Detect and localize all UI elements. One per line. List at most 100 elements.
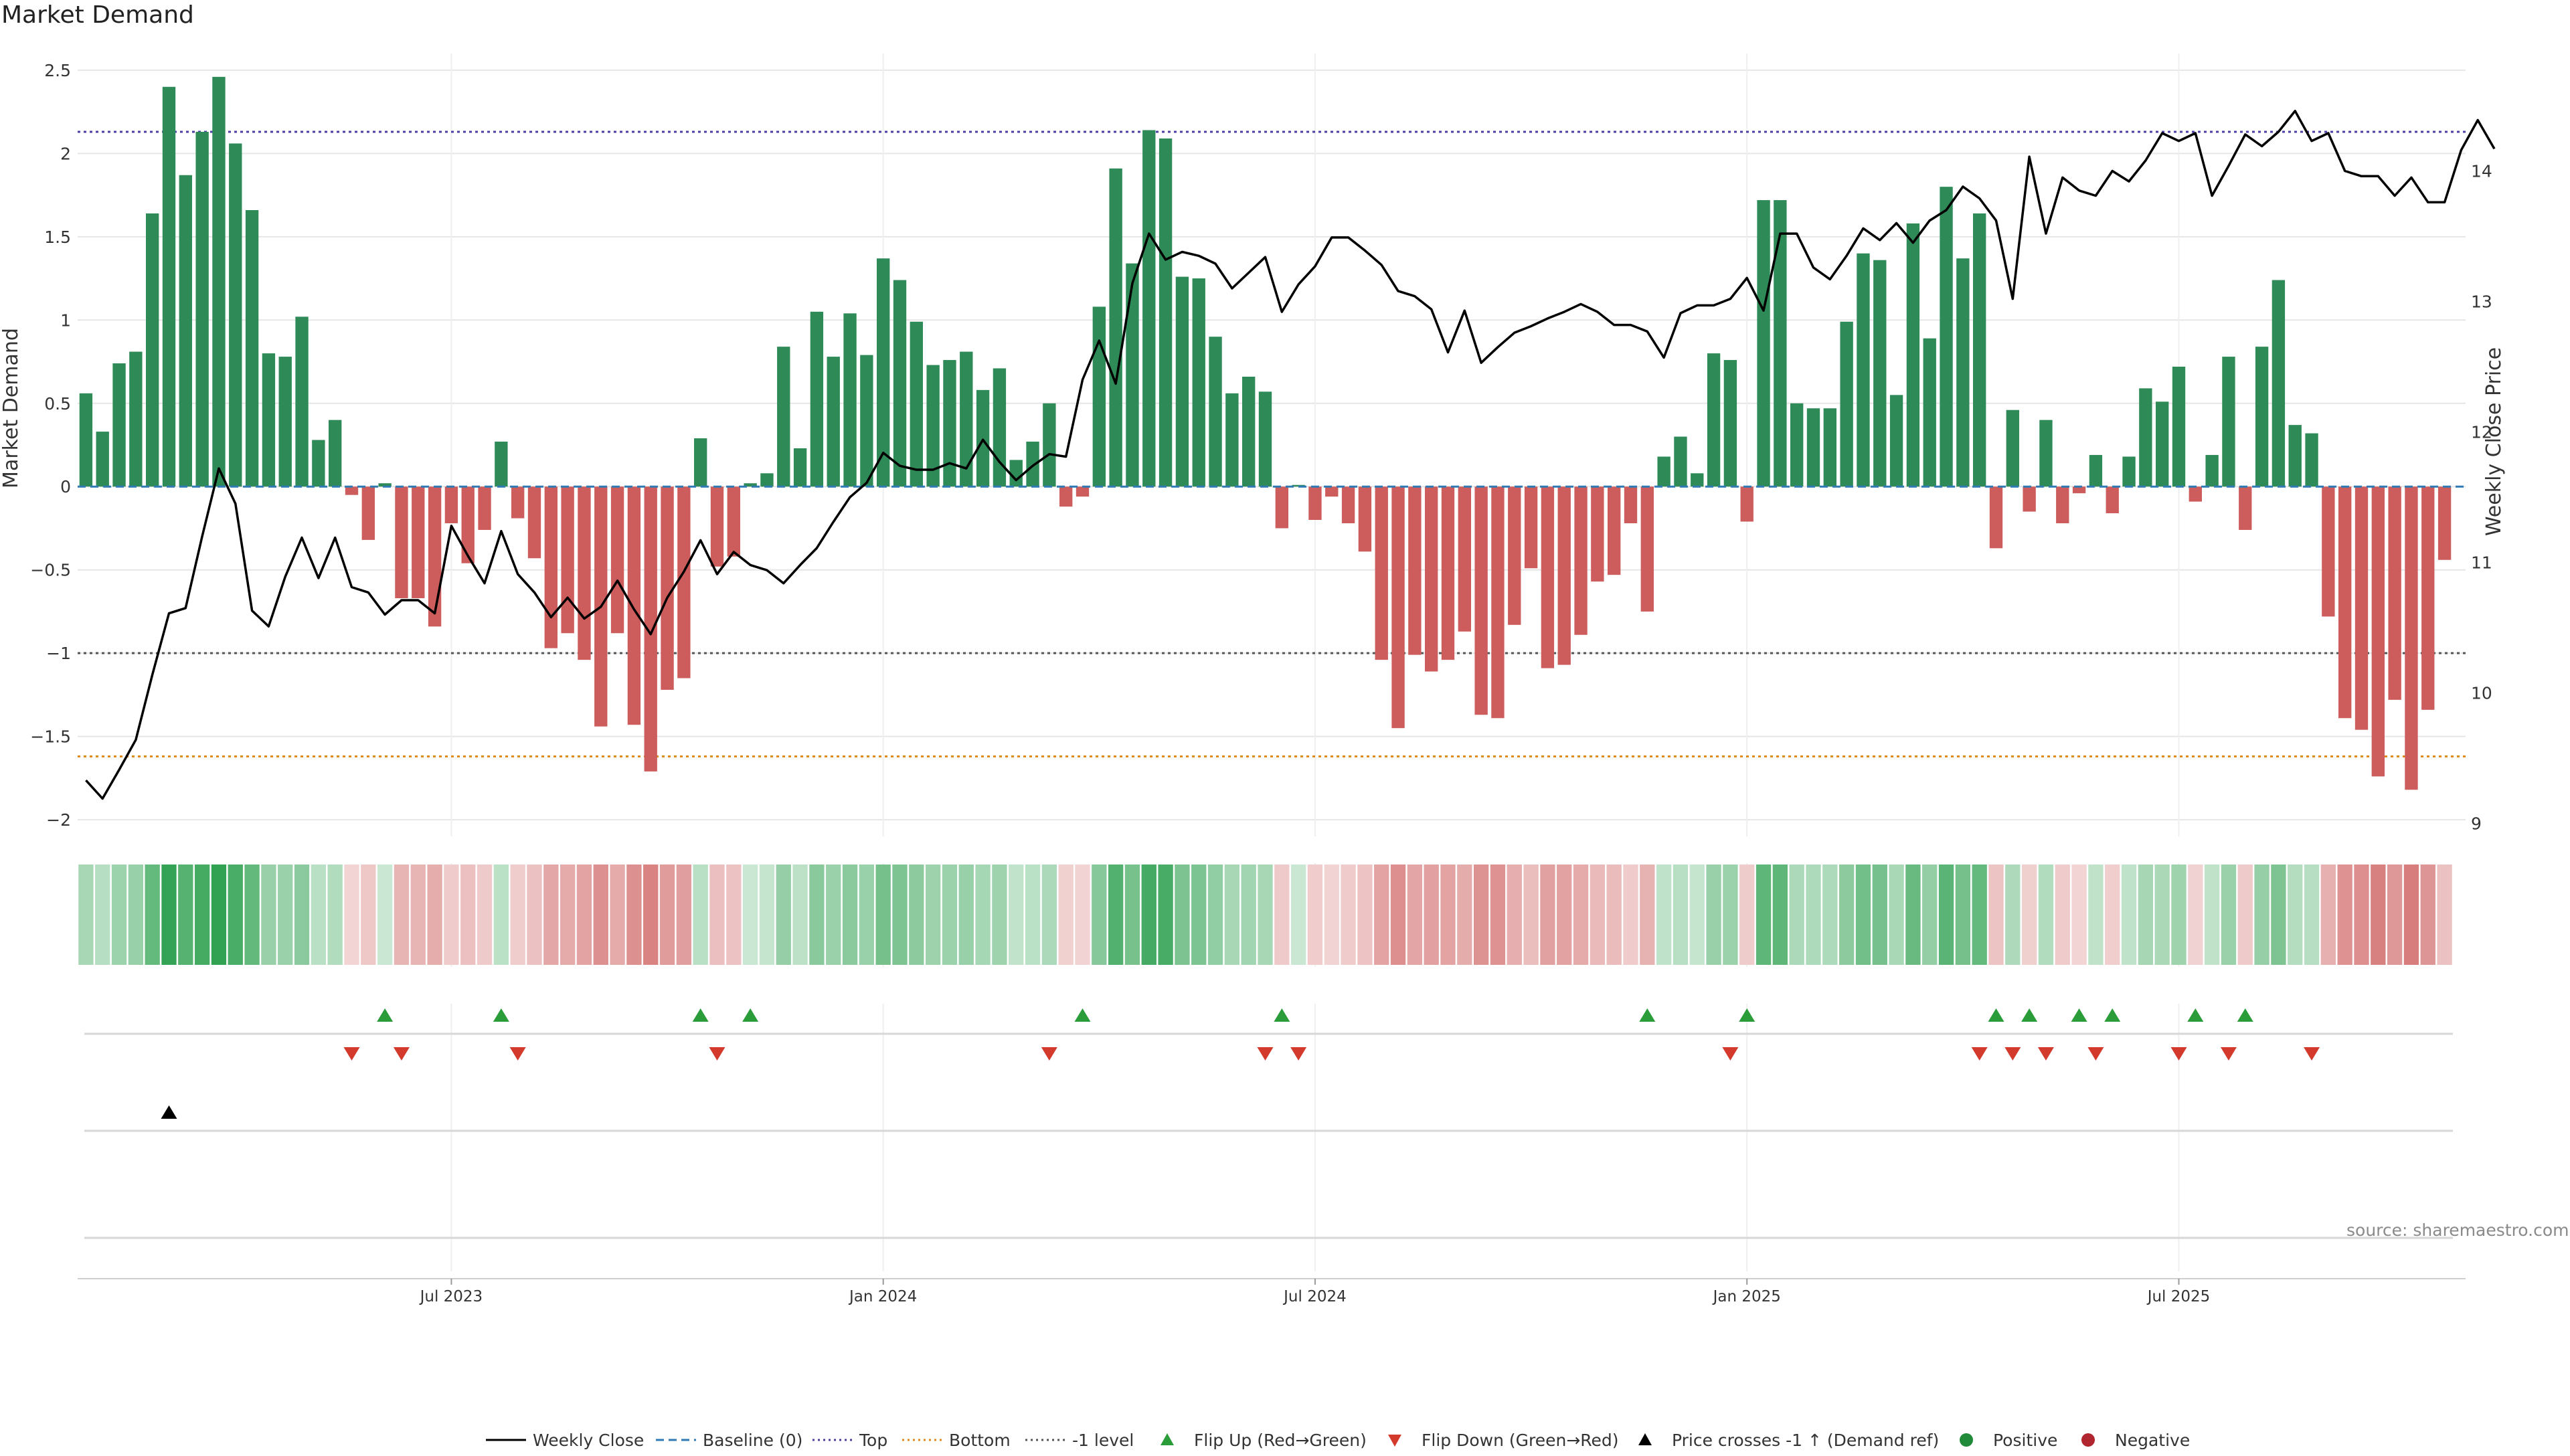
demand-bar — [2421, 486, 2435, 710]
legend-label: Weekly Close — [533, 1430, 645, 1450]
demand-bar — [1524, 486, 1538, 569]
flip-down-marker — [2304, 1047, 2320, 1061]
grid-layer — [78, 54, 2466, 1271]
legend-label: Baseline (0) — [703, 1430, 803, 1450]
demand-bar — [1973, 213, 1986, 487]
heatmap-cell — [2237, 864, 2253, 965]
heatmap-cell — [659, 864, 675, 965]
x-tick-label: Jul 2023 — [419, 1288, 483, 1305]
heatmap-cell — [1009, 864, 1024, 965]
y-tick-label: −2 — [46, 810, 71, 830]
legend-label: Flip Down (Green→Red) — [1422, 1430, 1619, 1450]
heatmap-cell — [78, 864, 94, 965]
demand-bar — [1391, 486, 1405, 729]
demand-bar — [860, 355, 873, 487]
y2-tick-label: 11 — [2471, 553, 2492, 573]
flip-up-marker — [1739, 1008, 1755, 1022]
demand-bar — [893, 280, 907, 487]
heatmap-cell — [1473, 864, 1489, 965]
y-tick-label: 2 — [60, 144, 71, 163]
demand-bar — [1375, 486, 1388, 660]
demand-bar — [1790, 403, 1804, 487]
legend-top: Top — [812, 1424, 887, 1456]
heatmap-cell — [244, 864, 260, 965]
demand-bar — [1889, 395, 1903, 487]
demand-bar — [677, 486, 691, 678]
demand-bar — [2172, 367, 2186, 487]
heatmap-cell — [1523, 864, 1539, 965]
source-credit: source: sharemaestro.com — [2346, 1220, 2569, 1240]
legend-flip-up: Flip Up (Red→Green) — [1147, 1424, 1367, 1456]
heatmap-cell — [693, 864, 708, 965]
heatmap-cell — [859, 864, 875, 965]
heatmap-cell — [410, 864, 426, 965]
demand-bar — [993, 368, 1007, 487]
legend-label: Flip Up (Red→Green) — [1194, 1430, 1367, 1450]
y2-tick-label: 9 — [2471, 814, 2482, 834]
heatmap-cell — [161, 864, 177, 965]
demand-bar — [2072, 486, 2086, 494]
heatmap-cell — [1025, 864, 1041, 965]
demand-bar — [1142, 130, 1156, 487]
heatmap-cell — [1905, 864, 1921, 965]
heatmap-cell — [145, 864, 160, 965]
dot-icon — [1946, 1430, 1986, 1450]
heatmap-cell — [1573, 864, 1589, 965]
y-tick-label: −1 — [46, 644, 71, 663]
heatmap-cell — [1855, 864, 1871, 965]
heatmap-cell — [2371, 864, 2386, 965]
demand-bar — [444, 486, 458, 523]
y2-tick-label: 14 — [2471, 162, 2492, 181]
demand-bar — [2322, 486, 2335, 617]
demand-bar — [1557, 486, 1571, 665]
demand-bar — [1109, 168, 1122, 487]
y-axis-label: Market Demand — [0, 328, 23, 488]
demand-bar — [2338, 486, 2352, 719]
heatmap-cell — [1158, 864, 1173, 965]
legend-line-icon — [486, 1430, 526, 1450]
demand-bar — [1608, 486, 1621, 575]
demand-bar — [1840, 321, 1853, 487]
heatmap-cell — [194, 864, 210, 965]
heatmap-cell — [1424, 864, 1439, 965]
legend-bottom: Bottom — [902, 1424, 1011, 1456]
heatmap-cell — [2154, 864, 2170, 965]
demand-bar — [511, 486, 525, 519]
y2-tick-label: 12 — [2471, 423, 2492, 442]
heatmap-cell — [2105, 864, 2120, 965]
heatmap-cell — [1390, 864, 1406, 965]
demand-bar — [1508, 486, 1521, 625]
heatmap-cell — [676, 864, 692, 965]
heatmap-cell — [460, 864, 476, 965]
flip-down-marker — [393, 1047, 410, 1061]
demand-bar — [1059, 486, 1073, 507]
heatmap-cell — [2038, 864, 2054, 965]
legend-weekly-close: Weekly Close — [486, 1424, 644, 1456]
flip-down-marker — [2170, 1047, 2187, 1061]
demand-bar — [1774, 200, 1787, 487]
flip-down-marker — [509, 1047, 526, 1061]
demand-bar — [578, 486, 591, 660]
flip-up-marker — [493, 1008, 509, 1022]
demand-bar — [229, 143, 242, 487]
weekly-close-line — [85, 110, 2496, 800]
x-axis: Jul 2023 Jan 2024 Jul 2024 Jan 2025 Jul 2025 — [78, 1278, 2466, 1305]
flip-down-marker — [1257, 1047, 1274, 1061]
heatmap-cell — [327, 864, 343, 965]
legend-dashed-line-icon — [656, 1430, 696, 1450]
heatmap-cell — [1241, 864, 1256, 965]
flip-down-marker — [1290, 1047, 1307, 1061]
heatmap-cell — [1739, 864, 1755, 965]
heatmap-cell — [2304, 864, 2320, 965]
heatmap-cell — [2288, 864, 2303, 965]
demand-bar — [1989, 486, 2003, 549]
heatmap-cell — [992, 864, 1007, 965]
demand-bar — [1640, 486, 1654, 612]
heatmap-cell — [95, 864, 110, 965]
legend-negative: Negative — [2068, 1424, 2190, 1456]
heatmap-cell — [2254, 864, 2269, 965]
heatmap-cell — [1041, 864, 1057, 965]
heatmap-cell — [493, 864, 509, 965]
demand-bar — [694, 438, 707, 487]
heatmap-cell — [925, 864, 941, 965]
